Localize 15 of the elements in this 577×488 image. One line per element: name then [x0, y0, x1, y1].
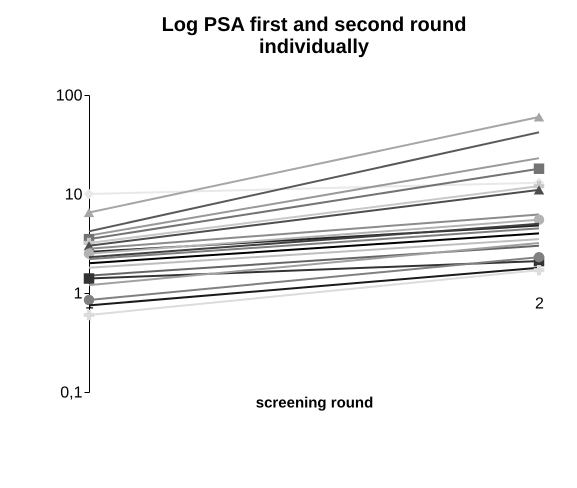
point [84, 310, 94, 320]
point [534, 252, 544, 262]
y-tick-label: 1 [74, 286, 83, 302]
point [534, 163, 544, 174]
chart-title: Log PSA first and second round individually [162, 14, 466, 58]
point [84, 273, 94, 284]
point [84, 188, 94, 200]
x-axis-title: screening round [256, 394, 374, 412]
y-tick-label: 10 [64, 186, 83, 204]
x-tick-label: 2 [535, 296, 544, 312]
y-tick-label: 0,1 [60, 384, 83, 402]
y-tick-label: 100 [56, 88, 83, 104]
point [534, 214, 544, 225]
point [84, 294, 94, 306]
point [534, 264, 544, 276]
